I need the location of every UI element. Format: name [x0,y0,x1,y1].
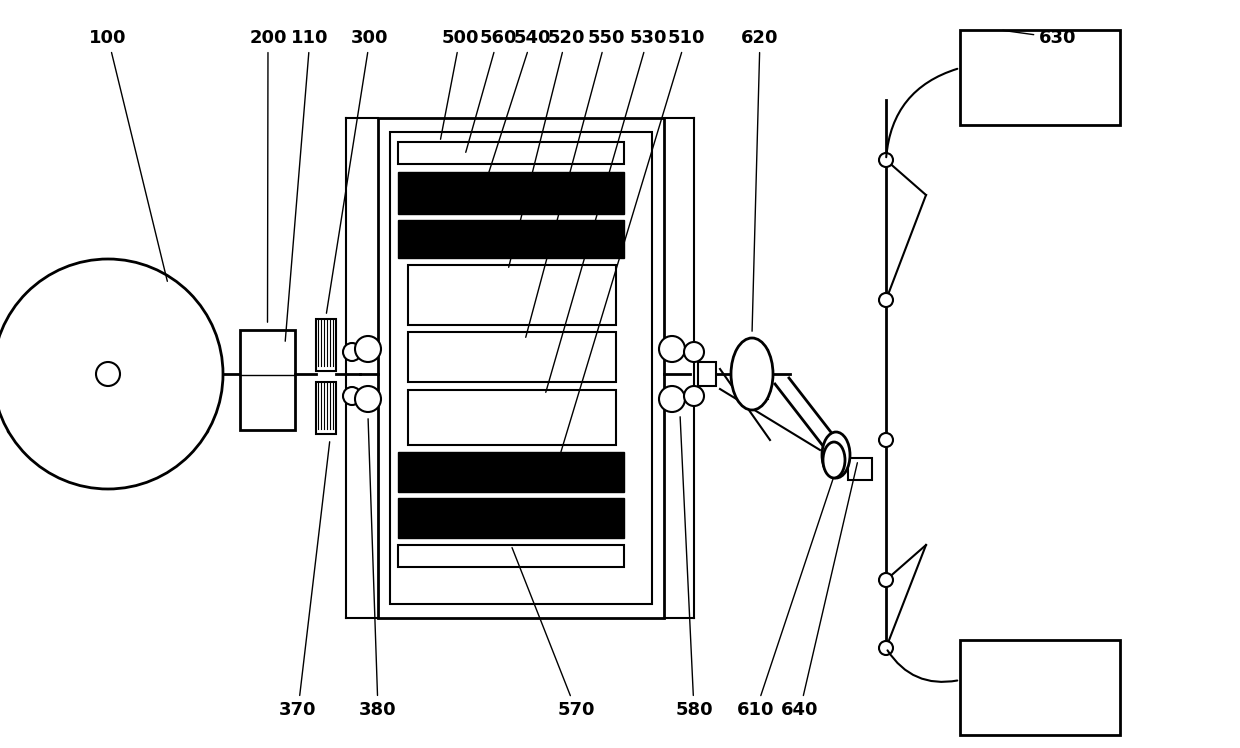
Bar [241,330,295,430]
Text: 510: 510 [560,29,704,453]
Text: 300: 300 [326,29,389,313]
Text: 560: 560 [466,29,517,153]
Circle shape [658,336,684,362]
Bar [398,142,624,164]
Bar [378,118,663,618]
Bar [408,332,616,382]
Text: 570: 570 [512,548,595,719]
Bar [960,30,1120,125]
Bar [408,265,616,325]
Text: 610: 610 [738,461,839,719]
Text: 540: 540 [489,29,551,172]
Circle shape [343,343,361,361]
Bar [408,390,616,445]
Circle shape [879,573,893,587]
Bar [316,319,336,371]
Text: 110: 110 [285,29,329,341]
Circle shape [879,433,893,447]
Bar [398,172,624,214]
Text: 370: 370 [279,442,330,719]
Bar [398,452,624,492]
Circle shape [343,387,361,405]
Bar [398,498,624,538]
Bar [391,132,652,604]
Bar [398,545,624,567]
Ellipse shape [823,442,844,478]
Ellipse shape [822,432,849,478]
Text: 630: 630 [1003,29,1076,47]
Circle shape [684,386,704,406]
Ellipse shape [732,338,773,410]
Text: 640: 640 [781,463,857,719]
Circle shape [658,386,684,412]
Bar [398,220,624,258]
Text: 580: 580 [676,417,713,719]
Circle shape [879,153,893,167]
Text: 620: 620 [742,29,779,331]
Bar [960,640,1120,735]
Bar [698,362,715,386]
Circle shape [355,336,381,362]
Text: 550: 550 [526,29,625,337]
Text: 500: 500 [440,29,479,139]
Circle shape [879,641,893,655]
Text: 200: 200 [249,29,286,322]
Circle shape [95,362,120,386]
Circle shape [0,259,223,489]
Text: 530: 530 [546,29,667,393]
Circle shape [879,293,893,307]
Text: 520: 520 [508,29,585,267]
Circle shape [355,386,381,412]
Text: 380: 380 [360,419,397,719]
Bar [316,382,336,434]
Bar [848,458,872,480]
Text: 100: 100 [89,29,167,281]
Circle shape [684,342,704,362]
